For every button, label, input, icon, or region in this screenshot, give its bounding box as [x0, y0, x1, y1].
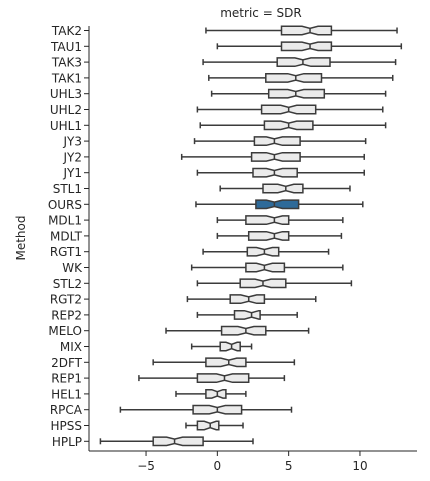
- y-tick-label: MIX: [60, 340, 82, 354]
- y-tick-label: HEL1: [51, 387, 82, 401]
- box-uhl3: [210, 88, 387, 99]
- box-melo: [165, 325, 310, 336]
- y-tick-label: TAK2: [51, 24, 82, 38]
- box-stl1: [219, 183, 351, 194]
- y-tick-label: JY1: [62, 166, 82, 180]
- y-tick-label: STL1: [53, 182, 82, 196]
- box-2dft: [152, 357, 296, 368]
- box-jy2: [180, 151, 365, 162]
- box-body: [246, 246, 280, 257]
- box-mix: [190, 341, 253, 352]
- box-wk: [190, 262, 344, 273]
- y-tick-label: RGT2: [50, 293, 82, 307]
- box-body: [220, 325, 267, 336]
- y-tick-label: MDL1: [48, 214, 82, 228]
- box-body: [265, 72, 323, 83]
- box-jy3: [193, 136, 367, 147]
- box-body: [219, 341, 241, 352]
- box-body: [205, 388, 227, 399]
- box-body: [250, 151, 301, 162]
- box-jy1: [196, 167, 365, 178]
- y-axis-label: Method: [14, 215, 28, 260]
- box-rpca: [119, 404, 293, 415]
- box-tau1: [216, 41, 403, 52]
- y-tick-label: UHL2: [50, 103, 82, 117]
- box-hel1: [175, 388, 247, 399]
- x-tick-label: 10: [352, 459, 367, 473]
- box-rep2: [196, 309, 298, 320]
- box-tak3: [202, 57, 397, 68]
- y-tick-label: 2DFT: [51, 356, 83, 370]
- box-body: [196, 373, 250, 384]
- x-tick-label: 5: [285, 459, 293, 473]
- y-tick-label: HPSS: [51, 419, 83, 433]
- y-tick-label: MELO: [48, 324, 82, 338]
- box-body: [253, 136, 301, 147]
- y-tick-label: REP2: [51, 308, 82, 322]
- box-body: [229, 294, 266, 305]
- box-tak1: [208, 72, 394, 83]
- box-rep1: [138, 373, 286, 384]
- y-tick-label: RGT1: [50, 245, 82, 259]
- x-tick-label: 0: [214, 459, 222, 473]
- y-tick-label: JY2: [62, 150, 82, 164]
- chart-title: metric = SDR: [220, 6, 302, 20]
- y-tick-label: RPCA: [50, 403, 83, 417]
- y-tick-label: UHL1: [50, 119, 82, 133]
- box-body: [245, 215, 290, 226]
- y-tick-label: TAK3: [51, 56, 82, 70]
- box-body: [280, 41, 333, 52]
- box-body: [255, 199, 300, 210]
- box-tak2: [205, 25, 398, 36]
- box-hpss: [185, 420, 244, 431]
- y-tick-label: STL2: [53, 277, 82, 291]
- box-hplp: [99, 436, 254, 447]
- y-tick-label: WK: [62, 261, 83, 275]
- box-body: [280, 25, 333, 36]
- box-mdl1: [216, 215, 344, 226]
- box-body: [205, 357, 247, 368]
- box-ours: [195, 199, 364, 210]
- y-tick-label: MDLT: [50, 229, 83, 243]
- plot-area: [99, 25, 403, 447]
- y-tick-label: UHL3: [50, 87, 82, 101]
- box-rgt1: [202, 246, 330, 257]
- box-uhl2: [196, 104, 384, 115]
- y-tick-label: JY3: [62, 135, 82, 149]
- y-tick-label: TAK1: [51, 71, 82, 85]
- x-tick-label: −5: [137, 459, 155, 473]
- box-uhl1: [199, 120, 387, 131]
- y-tick-label: REP1: [51, 372, 82, 386]
- box-mdlt: [216, 230, 343, 241]
- box-stl2: [196, 278, 353, 289]
- box-body: [152, 436, 204, 447]
- box-body: [196, 420, 220, 431]
- box-body: [233, 309, 261, 320]
- y-tick-label: OURS: [48, 198, 82, 212]
- y-tick-label: HPLP: [52, 435, 82, 449]
- box-rgt2: [186, 294, 317, 305]
- y-tick-label: TAU1: [50, 40, 82, 54]
- box-body: [262, 183, 304, 194]
- box-body: [247, 230, 290, 241]
